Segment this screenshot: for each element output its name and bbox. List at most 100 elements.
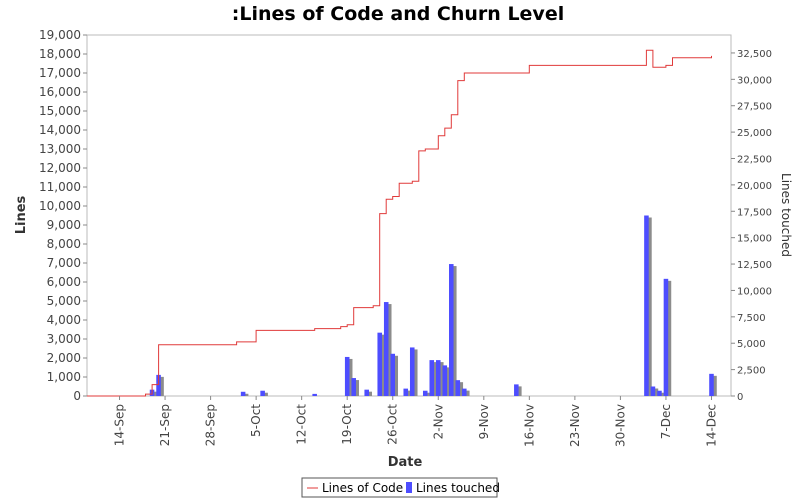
bar (156, 374, 161, 396)
y-tick-label: 3,000 (47, 332, 81, 346)
x-tick-label: 19-Oct (340, 404, 354, 445)
bar-shadow (445, 367, 451, 396)
bar-shadow (647, 217, 652, 396)
y-tick-label: 2,000 (47, 351, 81, 365)
bar-shadow (666, 280, 672, 396)
bar (383, 302, 389, 396)
bar (364, 389, 369, 396)
bar-shadow (354, 380, 359, 396)
y2-tick-label: 15,000 (737, 234, 772, 245)
bar-shadow (159, 376, 164, 396)
bar (390, 353, 396, 396)
y2-tick-label: 17,500 (737, 207, 772, 218)
y-tick-label: 19,000 (39, 28, 81, 42)
x-tick-label: 9-Nov (477, 404, 491, 439)
y2-tick-label: 22,500 (737, 155, 772, 166)
legend-bar-swatch (406, 482, 412, 493)
x-tick-label: 26-Oct (386, 404, 400, 445)
y-tick-label: 11,000 (39, 180, 81, 194)
bar-shadow (393, 355, 399, 396)
y2-axis-label: Lines touched (779, 173, 793, 257)
bar (429, 360, 435, 396)
y-tick-label: 13,000 (39, 142, 81, 156)
bar-shadow (438, 362, 444, 396)
y-tick-label: 0 (73, 389, 81, 403)
y2-tick-label: 0 (737, 392, 743, 403)
x-tick-label: 23-Nov (568, 404, 582, 447)
bar-shadow (425, 392, 431, 396)
bar (240, 391, 246, 396)
bar-shadow (386, 304, 392, 396)
bar (442, 365, 448, 396)
bar-shadow (380, 334, 386, 396)
x-tick-label: 14-Sep (113, 404, 127, 446)
bar-shadow (412, 349, 418, 396)
y-tick-label: 12,000 (39, 161, 81, 175)
bar (650, 386, 656, 396)
y-tick-label: 9,000 (47, 218, 81, 232)
bar-shadow (367, 391, 372, 396)
bar (260, 390, 265, 396)
y2-tick-label: 12,500 (737, 260, 772, 271)
x-tick-label: 14-Dec (704, 404, 718, 447)
x-tick-label: 5-Oct (249, 404, 263, 437)
bar (351, 378, 356, 396)
y-tick-label: 6,000 (47, 275, 81, 289)
bar (449, 264, 454, 396)
plot-area (86, 34, 732, 397)
x-tick-label: 28-Sep (204, 404, 218, 446)
bar-shadow (712, 375, 717, 396)
bar-shadow (660, 392, 665, 396)
bar (455, 380, 461, 396)
bar (344, 356, 350, 396)
x-tick-label: 7-Dec (659, 404, 673, 439)
legend: Lines of Code Lines touched (301, 477, 500, 498)
bar-shadow (243, 393, 249, 396)
bar-shadow (452, 266, 457, 396)
y2-tick-label: 7,500 (737, 313, 766, 324)
bar (435, 360, 441, 396)
bar (422, 390, 428, 396)
plot-background (86, 34, 732, 397)
legend-frame (301, 477, 498, 498)
y-axis-left-ticks: 0 1,000 2,000 3,000 4,000 5,000 6,000 7,000 8,00… (39, 28, 87, 403)
y2-tick-label: 2,500 (737, 366, 766, 377)
x-tick-label: 2-Nov (431, 404, 445, 439)
bar (462, 388, 467, 396)
line-series (87, 49, 712, 397)
y2-tick-label: 30,000 (737, 75, 772, 86)
x-tick-label: 12-Oct (295, 404, 309, 445)
y2-tick-label: 27,500 (737, 102, 772, 113)
legend-label-lines-of-code: Lines of Code (322, 481, 403, 495)
bar (409, 347, 415, 396)
bar-shadow (406, 390, 412, 396)
y-axis-right-ticks: 0 2,500 5,000 7,500 10,000 12,500 15,000 17,500… (731, 49, 772, 403)
bar-shadow (465, 390, 470, 396)
y-tick-label: 5,000 (47, 294, 81, 308)
y-tick-label: 4,000 (47, 313, 81, 327)
x-tick-label: 21-Sep (158, 404, 172, 446)
bar-shadow (432, 362, 438, 396)
y2-tick-label: 5,000 (737, 339, 766, 350)
y-tick-label: 18,000 (39, 47, 81, 61)
bar-shadow (517, 386, 522, 396)
bar-shadow (263, 392, 268, 396)
bar (377, 332, 383, 396)
x-tick-label: 16-Nov (522, 404, 536, 447)
y-tick-label: 10,000 (39, 199, 81, 213)
y2-tick-label: 32,500 (737, 49, 772, 60)
bar (663, 278, 669, 396)
y2-tick-label: 20,000 (737, 181, 772, 192)
bar-shadow (347, 358, 353, 396)
y2-tick-label: 10,000 (737, 286, 772, 297)
y-tick-label: 7,000 (47, 256, 81, 270)
chart-title: :Lines of Code and Churn Level (232, 3, 564, 25)
lines-of-code-line (87, 49, 712, 397)
bar (709, 373, 714, 396)
bar (644, 215, 649, 396)
y-tick-label: 15,000 (39, 104, 81, 118)
y-axis-label: Lines (14, 195, 29, 234)
y2-tick-label: 25,000 (737, 128, 772, 139)
y-tick-label: 16,000 (39, 85, 81, 99)
